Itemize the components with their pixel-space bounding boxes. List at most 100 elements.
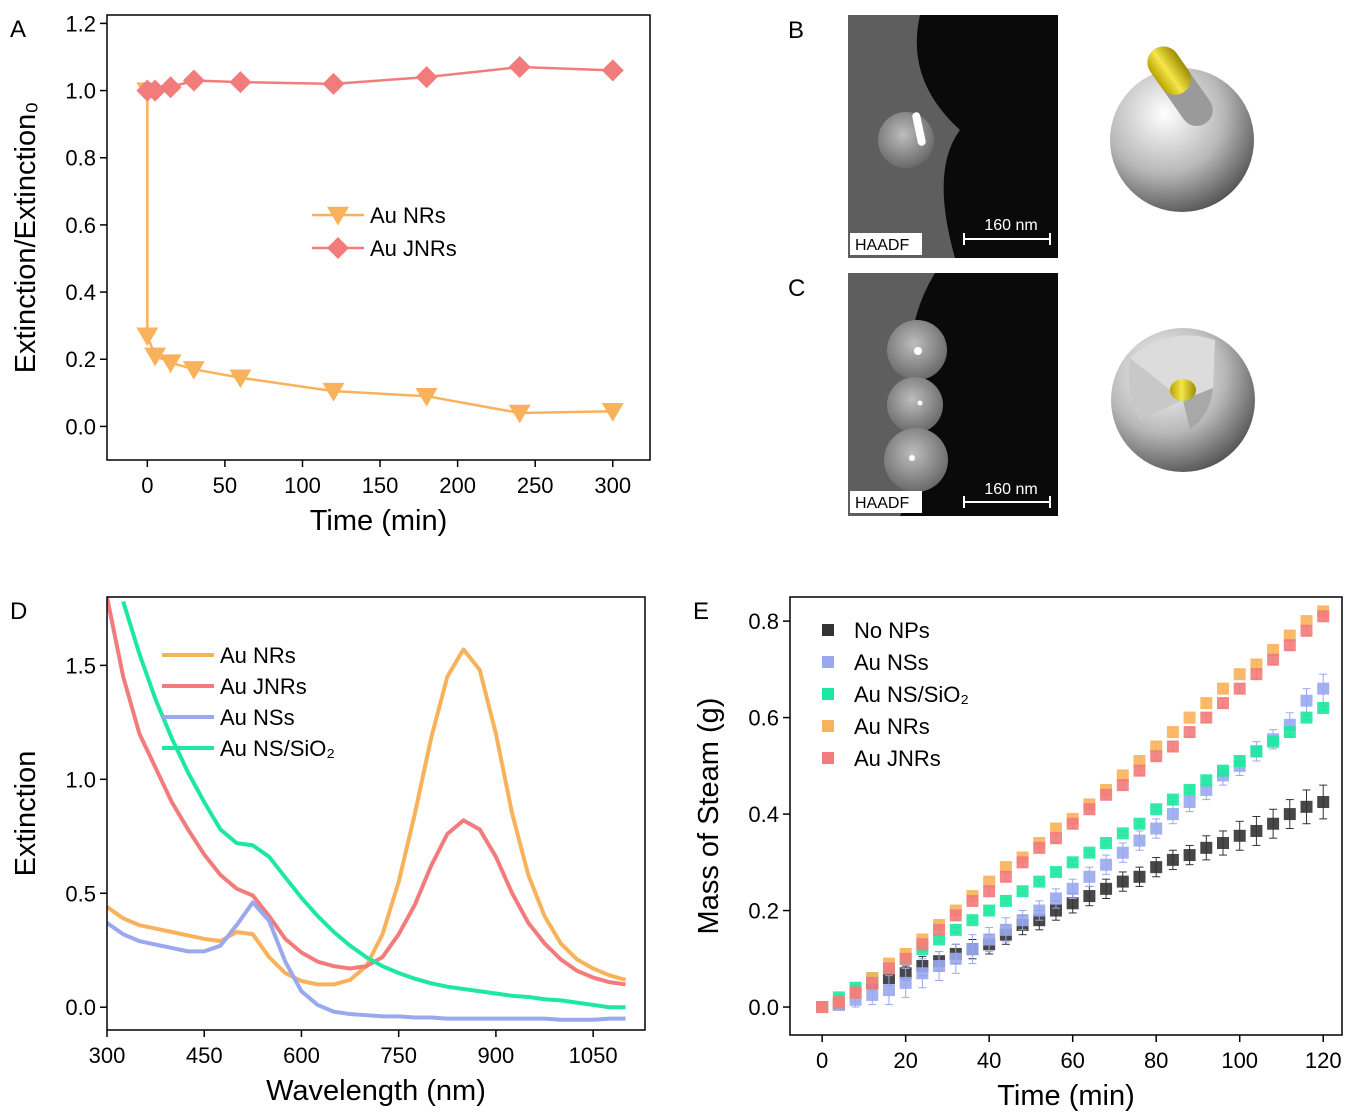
x-tick-label: 300 xyxy=(89,1043,126,1068)
detector-label: HAADF xyxy=(855,495,909,512)
x-tick-label: 450 xyxy=(186,1043,223,1068)
legend-label: Au NS/SiO₂ xyxy=(220,736,335,761)
marker xyxy=(1317,796,1330,809)
marker xyxy=(899,952,912,965)
detector-box xyxy=(850,491,922,513)
series-line xyxy=(121,600,626,1010)
marker xyxy=(866,976,879,989)
marker xyxy=(1116,779,1129,792)
marker xyxy=(1300,624,1313,637)
marker xyxy=(1166,808,1179,821)
panel-label: B xyxy=(788,17,804,44)
marker xyxy=(1183,726,1196,739)
y-tick-label: 0.4 xyxy=(748,802,779,827)
marker xyxy=(1116,769,1129,782)
marker xyxy=(415,66,438,89)
marker xyxy=(1216,764,1229,777)
marker xyxy=(1317,610,1330,623)
marker xyxy=(1150,822,1163,835)
tem-core xyxy=(917,400,923,406)
marker xyxy=(999,861,1012,874)
rod-model xyxy=(1147,46,1213,126)
x-tick-label: 200 xyxy=(439,473,476,498)
marker xyxy=(1216,682,1229,695)
detector-box xyxy=(850,233,922,255)
marker xyxy=(1049,892,1062,905)
marker xyxy=(1216,837,1229,850)
marker xyxy=(229,71,252,94)
marker xyxy=(1016,856,1029,869)
marker xyxy=(899,976,912,989)
marker xyxy=(916,967,929,980)
marker xyxy=(1100,858,1113,871)
marker xyxy=(1133,834,1146,847)
marker xyxy=(1283,639,1296,652)
marker xyxy=(933,960,946,973)
y-tick-label: 1.2 xyxy=(65,11,96,36)
marker xyxy=(1150,740,1163,753)
panel-label: E xyxy=(693,598,709,625)
x-tick-label: 120 xyxy=(1305,1048,1342,1073)
marker xyxy=(1049,865,1062,878)
gold-core xyxy=(1170,379,1196,401)
series-line xyxy=(107,597,626,987)
legend-marker xyxy=(822,720,834,732)
marker xyxy=(1016,885,1029,898)
y-axis-title: Extinction xyxy=(10,751,42,877)
legend-label: No NPs xyxy=(854,618,930,643)
x-tick-label: 50 xyxy=(213,473,237,498)
x-tick-label: 250 xyxy=(517,473,554,498)
marker xyxy=(1267,817,1280,830)
y-tick-label: 1.0 xyxy=(65,767,96,792)
gold-rod xyxy=(1147,46,1191,95)
marker xyxy=(816,1001,829,1014)
marker xyxy=(1317,701,1330,714)
marker xyxy=(415,387,438,407)
legend-label: Au NSs xyxy=(220,705,295,730)
x-tick-label: 20 xyxy=(893,1048,917,1073)
marker xyxy=(933,923,946,936)
marker xyxy=(999,894,1012,907)
marker xyxy=(1300,694,1313,707)
scale-label: 160 nm xyxy=(984,481,1037,498)
marker xyxy=(1250,745,1263,758)
marker xyxy=(1166,793,1179,806)
marker xyxy=(182,361,205,380)
marker xyxy=(1183,796,1196,809)
marker xyxy=(983,875,996,888)
y-tick-label: 0.6 xyxy=(65,213,96,238)
marker xyxy=(322,72,345,95)
tem-core xyxy=(909,455,915,461)
marker xyxy=(966,943,979,956)
marker xyxy=(1317,682,1330,695)
marker xyxy=(1150,861,1163,874)
marker xyxy=(1033,841,1046,854)
tem-particle xyxy=(887,377,943,433)
plot-area xyxy=(107,597,627,1022)
marker xyxy=(1133,764,1146,777)
marker xyxy=(159,76,182,99)
y-tick-label: 0.2 xyxy=(65,347,96,372)
marker xyxy=(508,404,531,424)
marker xyxy=(966,894,979,907)
series-line xyxy=(107,647,627,987)
y-tick-label: 0.4 xyxy=(65,280,96,305)
marker xyxy=(1300,800,1313,813)
marker xyxy=(1116,827,1129,840)
marker xyxy=(1200,774,1213,787)
marker xyxy=(1250,658,1263,671)
sphere xyxy=(1110,68,1254,212)
x-tick-label: 100 xyxy=(284,473,321,498)
y-tick-label: 0.0 xyxy=(748,995,779,1020)
marker xyxy=(983,904,996,917)
marker xyxy=(1133,755,1146,768)
marker xyxy=(1166,740,1179,753)
marker xyxy=(1283,808,1296,821)
marker xyxy=(322,382,345,402)
marker xyxy=(1267,735,1280,748)
marker xyxy=(1166,853,1179,866)
marker xyxy=(1033,904,1046,917)
marker xyxy=(1100,882,1113,895)
legend-label: Au NRs xyxy=(370,203,446,228)
tem-particle xyxy=(878,112,934,168)
